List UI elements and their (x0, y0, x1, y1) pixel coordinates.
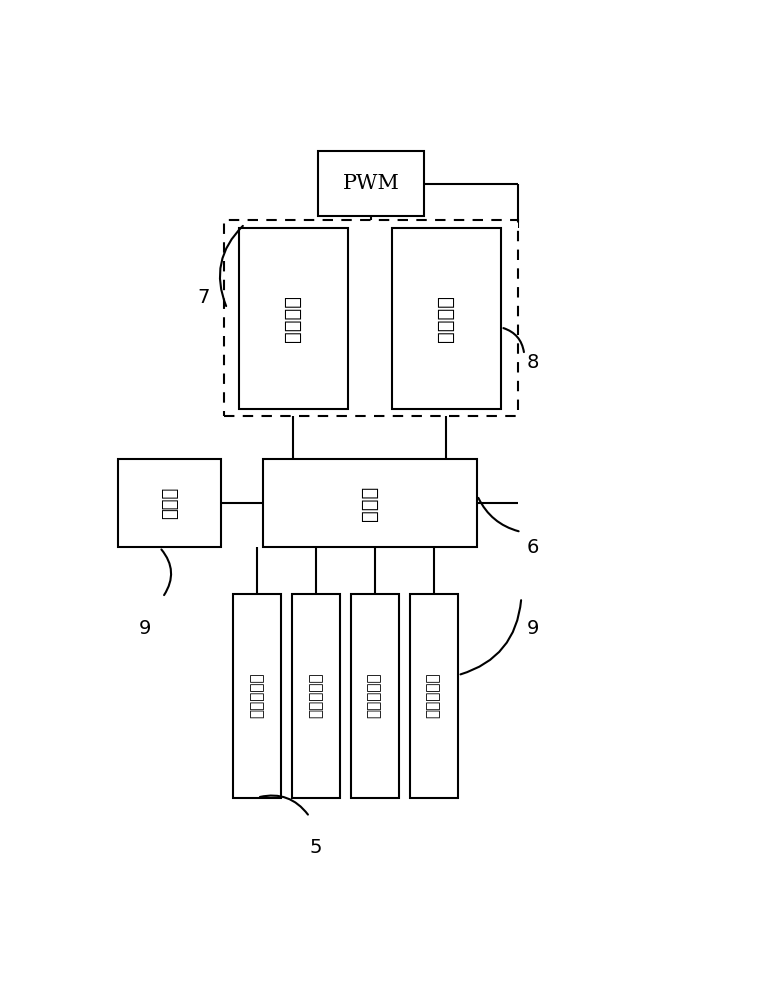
Bar (233, 594, 282, 798)
Text: 调节器: 调节器 (161, 487, 179, 519)
Text: 回风风机: 回风风机 (437, 295, 455, 342)
Bar (410, 594, 458, 798)
Bar (263, 459, 477, 547)
Bar (118, 459, 222, 547)
Text: 7: 7 (197, 288, 210, 307)
Text: 温度控制器: 温度控制器 (309, 673, 323, 718)
Text: 9: 9 (139, 619, 151, 638)
Text: 6: 6 (527, 538, 540, 557)
Text: 温度控制器: 温度控制器 (250, 673, 264, 718)
Bar (319, 151, 424, 216)
Text: 8: 8 (527, 353, 540, 372)
Bar (392, 228, 501, 409)
Text: 5: 5 (309, 838, 322, 857)
Text: 线路板: 线路板 (361, 485, 379, 521)
Bar (292, 594, 340, 798)
Text: 温度控制器: 温度控制器 (427, 673, 441, 718)
Text: 温度控制器: 温度控制器 (368, 673, 382, 718)
Bar (351, 594, 399, 798)
Text: 新风风机: 新风风机 (285, 295, 302, 342)
Text: 9: 9 (527, 619, 540, 638)
Bar (225, 220, 518, 416)
Bar (239, 228, 348, 409)
Text: PWM: PWM (343, 174, 400, 193)
